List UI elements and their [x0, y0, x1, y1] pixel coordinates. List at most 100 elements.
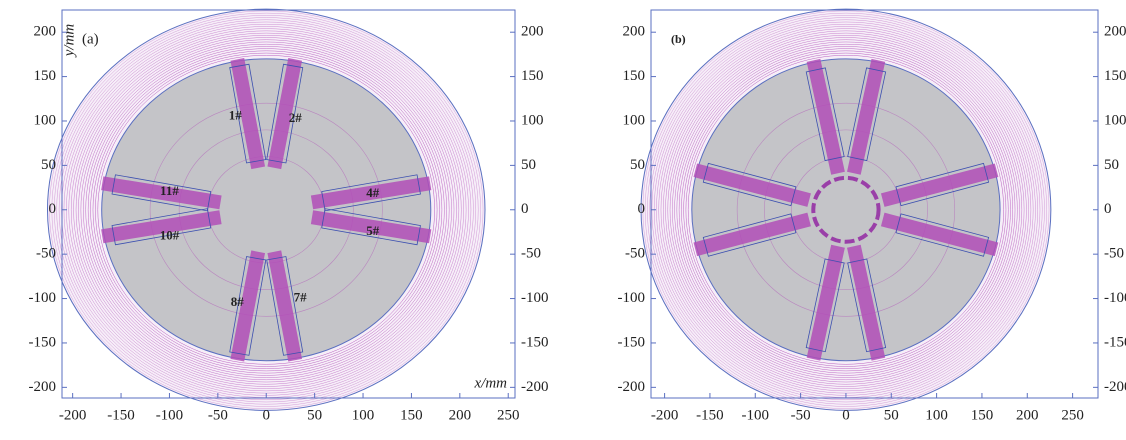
plot-frame: [650, 9, 1099, 399]
x-tick-label: 150: [400, 407, 423, 423]
x-tick-label: 200: [449, 407, 472, 423]
field-line: [178, 129, 354, 290]
pole: [806, 244, 845, 361]
coil: [805, 67, 845, 162]
y2-tick-label: -50: [1104, 246, 1124, 262]
y2-tick-label: 100: [521, 112, 544, 128]
x-tick-label: -150: [107, 407, 135, 423]
annotation: 11#: [160, 183, 179, 198]
coil: [321, 208, 421, 246]
y-tick-label: 150: [34, 68, 57, 84]
pole: [693, 212, 811, 257]
field-line: [764, 129, 928, 290]
y-tick-label: -100: [29, 290, 57, 306]
y2-tick-label: 0: [521, 201, 529, 217]
field-line: [681, 48, 1011, 372]
pole: [267, 250, 303, 362]
annotation: 2#: [289, 110, 303, 125]
field-line: [649, 17, 1043, 403]
y2-tick-label: -150: [521, 334, 549, 350]
pole: [880, 163, 999, 207]
x-tick-label: -100: [156, 407, 184, 423]
pole: [880, 212, 999, 257]
coil: [805, 258, 845, 353]
field-line: [68, 28, 464, 392]
y2-tick-label: 0: [1104, 201, 1112, 217]
field-line: [672, 39, 1020, 381]
field-line: [85, 43, 448, 376]
annotation: 5#: [366, 223, 380, 238]
coil: [895, 162, 990, 207]
field-line: [97, 55, 435, 365]
field-line: [678, 46, 1014, 374]
y2-tick-label: 50: [1104, 157, 1119, 173]
plot-frame: [61, 9, 516, 399]
pole: [230, 250, 266, 362]
y2-tick-label: -200: [1104, 379, 1126, 395]
y2-tick-label: -100: [1104, 290, 1126, 306]
panel-label: (b): [671, 32, 686, 46]
pole: [267, 58, 303, 170]
field-line: [49, 10, 484, 409]
x-tick-label: -200: [651, 407, 679, 423]
x-tick-label: 100: [925, 407, 948, 423]
coil: [702, 162, 797, 207]
x-tick-label: 0: [262, 407, 270, 423]
y2-tick-label: 200: [1104, 24, 1126, 40]
pole: [310, 210, 432, 244]
center-bore: [227, 174, 305, 246]
field-line: [78, 37, 455, 383]
y-tick-label: -100: [618, 290, 646, 306]
field-line: [90, 48, 443, 372]
pole: [806, 58, 845, 175]
coil: [847, 67, 887, 162]
y2-tick-label: -150: [1104, 334, 1126, 350]
coil: [847, 258, 887, 353]
field-line: [149, 102, 383, 317]
x-tick-label: 0: [842, 407, 850, 423]
coil: [702, 213, 797, 257]
field-line: [58, 19, 474, 401]
field-line: [791, 156, 901, 264]
y-tick-label: -200: [618, 379, 646, 395]
field-line: [662, 30, 1029, 389]
y2-tick-label: -200: [521, 379, 549, 395]
x-tick-label: 250: [1061, 407, 1084, 423]
annotation: 10#: [160, 227, 180, 242]
y2-tick-label: -50: [521, 246, 541, 262]
y-tick-label: -200: [29, 379, 57, 395]
field-line: [736, 102, 956, 317]
pole: [230, 58, 266, 170]
x-tick-label: 200: [1016, 407, 1039, 423]
y-tick-label: 200: [623, 24, 646, 40]
y-tick-label: -150: [29, 334, 57, 350]
y2-tick-label: -100: [521, 290, 549, 306]
x-tick-label: 50: [307, 407, 322, 423]
x-tick-label: 250: [497, 407, 520, 423]
annotation: 8#: [231, 294, 245, 309]
y-tick-label: -150: [618, 334, 646, 350]
x-axis-label: x/mm: [474, 375, 508, 391]
y-tick-label: 0: [49, 201, 57, 217]
field-line: [70, 30, 462, 389]
field-line: [83, 41, 450, 378]
coil: [111, 208, 212, 246]
y-tick-label: -50: [625, 246, 645, 262]
pole: [693, 163, 811, 207]
pole: [847, 58, 886, 175]
coil: [229, 256, 267, 356]
field-line: [674, 41, 1018, 378]
panel: -200 -150 -100 -50 0 50 100 150 200 250 -200 -200 -1…: [618, 8, 1126, 423]
field-line: [644, 12, 1048, 407]
field-line: [683, 50, 1009, 369]
coil: [266, 63, 304, 164]
pole: [310, 176, 432, 210]
y-tick-label: 50: [41, 157, 56, 173]
coil: [895, 213, 990, 257]
coil: [229, 63, 267, 164]
x-tick-label: 100: [352, 407, 375, 423]
field-line: [56, 17, 477, 403]
y-tick-label: 150: [623, 68, 646, 84]
